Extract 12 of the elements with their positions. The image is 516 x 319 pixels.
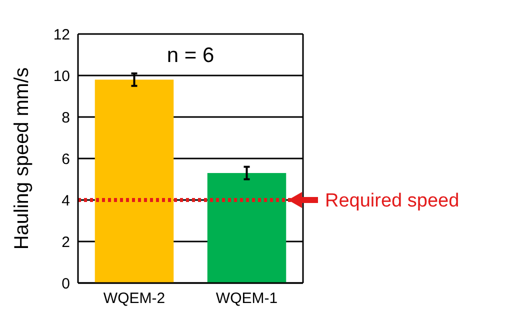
y-tick-label: 6: [62, 150, 70, 168]
annotation: n = 6: [166, 44, 214, 67]
x-tick-label: WQEM-2: [103, 290, 166, 307]
y-tick-label: 2: [62, 234, 70, 251]
ref-line-label: Required speed: [325, 190, 460, 212]
x-tick-label: WQEM-1: [216, 290, 278, 307]
y-tick-label: 0: [62, 275, 70, 292]
y-tick-label: 12: [53, 26, 70, 44]
y-tick-label: 10: [53, 68, 70, 85]
y-tick-label: 8: [62, 109, 70, 126]
y-axis-title: Hauling speed mm/s: [11, 67, 33, 250]
y-tick-label: 4: [62, 192, 70, 210]
